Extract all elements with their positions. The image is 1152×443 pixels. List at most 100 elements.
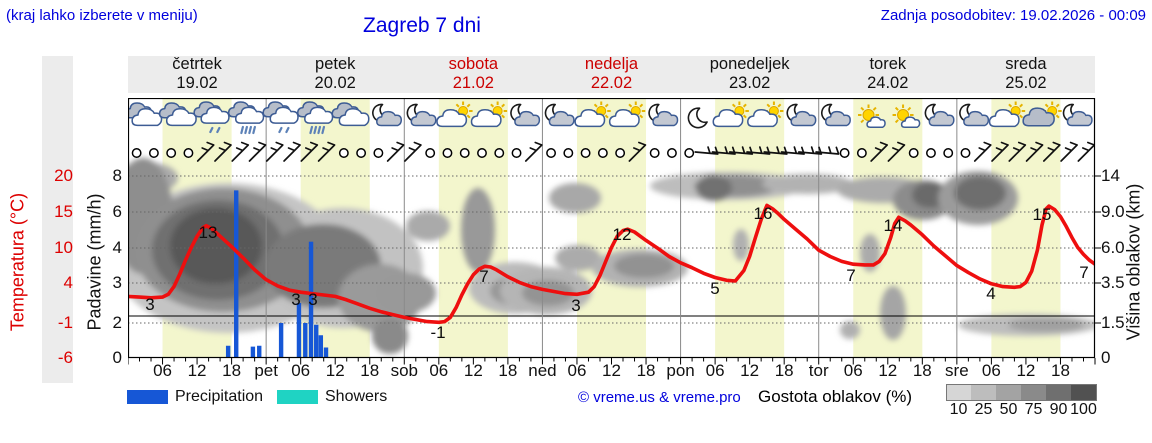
temp-value-label: 7 [1079, 263, 1088, 282]
wind-symbol [231, 141, 250, 162]
last-update: Zadnja posodobitev: 19.02.2026 - 00:09 [880, 7, 1146, 24]
weather-icon-moon-cloud [406, 103, 437, 127]
weather-icon-drizzle [262, 101, 299, 134]
weather-icon-cloud [128, 102, 163, 127]
wind-symbol [283, 141, 301, 162]
cloud-blob [614, 254, 674, 278]
time-label: 12 [878, 361, 898, 380]
weather-icon-sun-cloud [470, 101, 508, 128]
precip-bar [250, 346, 256, 358]
temp-value-label: 16 [754, 204, 773, 223]
wind-symbol [563, 148, 574, 158]
wind-symbol [1077, 141, 1095, 162]
wind-symbol [494, 148, 505, 158]
cloud-height-tick: 1.5 [1101, 313, 1125, 332]
wind-symbol [442, 148, 453, 158]
cloud-blob [376, 273, 436, 313]
weather-icon-moon-cloud [544, 103, 575, 127]
colorbar-tick: 10 [949, 401, 968, 418]
cloud-density-colorbar: 10 25 50 75 90 100 [946, 384, 1097, 418]
cloud-blob [762, 174, 854, 194]
colorbar-cell [971, 384, 997, 401]
cloud-blob [733, 229, 749, 261]
time-label: 18 [222, 361, 242, 380]
day-date: 22.02 [590, 74, 633, 92]
day-date: 24.02 [867, 74, 909, 92]
colorbar-tick: 100 [1070, 401, 1097, 418]
temp-value-label: 13 [199, 223, 218, 242]
wind-symbol [317, 141, 336, 162]
time-label: 06 [291, 361, 311, 380]
cloud-blob [406, 211, 450, 241]
wind-symbol [597, 148, 608, 158]
precip-bar [308, 241, 314, 358]
temp-tick: 4 [63, 273, 73, 292]
wind-symbol [265, 141, 284, 162]
wind-symbol [856, 148, 867, 158]
temp-value-label: 5 [710, 279, 719, 298]
colorbar-tick: 25 [974, 401, 993, 418]
cloud-density-legend-label: Gostota oblakov (%) [758, 387, 913, 406]
time-label: 12 [1016, 361, 1036, 380]
colorbar-cell [1071, 384, 1097, 401]
wind-symbol [960, 148, 971, 158]
wind-symbol [196, 141, 215, 162]
time-label: 06 [567, 361, 587, 380]
day-date: 25.02 [1005, 74, 1047, 92]
temp-tick: -6 [57, 348, 73, 367]
day-date: 19.02 [176, 74, 218, 92]
day-name: sobota [448, 55, 499, 73]
weather-icon-cloud [331, 102, 370, 127]
wind-symbol [1060, 141, 1078, 162]
temp-value-label: 3 [308, 290, 317, 309]
day-date: 20.02 [314, 74, 356, 92]
weather-icon-rain [296, 101, 334, 135]
wind-symbol [1042, 141, 1061, 162]
time-label: 18 [1050, 361, 1070, 380]
time-label: 06 [153, 361, 172, 380]
wind-symbol [684, 148, 695, 158]
cloud-blob [880, 286, 906, 340]
cloud-blob [840, 321, 860, 339]
cloud-height-tick: 14 [1101, 166, 1120, 185]
time-label: 12 [187, 361, 207, 380]
cloud-blob [372, 318, 408, 354]
wind-symbol [615, 148, 626, 158]
wind-symbol [214, 141, 232, 162]
daylight-band [715, 98, 785, 358]
day-name: ponedeljek [709, 55, 790, 73]
weather-icon-sun-cloud [436, 101, 473, 128]
time-label: 18 [774, 361, 794, 380]
weather-icon-sun-cloud [574, 101, 611, 128]
wind-symbol [666, 148, 677, 158]
wind-symbol [628, 141, 647, 162]
colorbar-cell [996, 384, 1022, 401]
temp-tick: -1 [57, 313, 73, 332]
time-label: 18 [498, 361, 518, 380]
menu-hint: (kraj lahko izberete v meniju) [6, 7, 198, 24]
cloud-height-tick: 3.5 [1101, 273, 1125, 292]
time-label: 18 [360, 361, 380, 380]
wind-symbol [887, 141, 906, 162]
weather-icon-moon-cloud [959, 103, 990, 127]
temperature-axis-label: Temperatura (°C) [7, 192, 28, 332]
cloud-blob [555, 245, 601, 271]
time-label: tor [808, 361, 829, 380]
cloud-height-tick: 0 [1101, 348, 1111, 367]
colorbar-tick: 50 [999, 401, 1018, 418]
credit-link[interactable]: © vreme.us & vreme.pro [578, 389, 741, 406]
weather-icon-mostly-sunny [892, 104, 921, 129]
plot-area: 3 13 3 3 -1 7 3 12 5 16 7 14 4 15 7 [128, 98, 1103, 368]
weather-icon-sun-cloud [712, 101, 749, 128]
cloud-density-field [128, 158, 1095, 354]
weather-icon-sun-cloud [988, 101, 1026, 128]
day-date: 23.02 [728, 74, 771, 92]
temp-value-label: 3 [145, 295, 154, 314]
wind-symbol [926, 148, 936, 158]
time-label: 06 [429, 361, 449, 380]
temp-tick: 20 [54, 166, 73, 185]
wind-symbol [580, 148, 591, 158]
time-label: 06 [843, 361, 863, 380]
time-label: 18 [912, 361, 932, 380]
